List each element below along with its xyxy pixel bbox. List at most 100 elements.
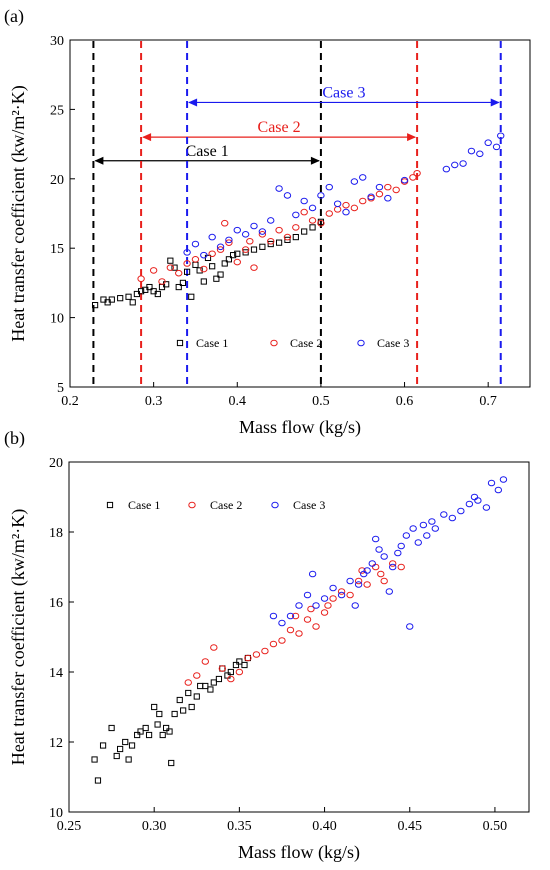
data-point-27 (202, 682, 209, 690)
data-point-37 (482, 504, 491, 511)
data-point-15 (250, 264, 258, 271)
data-point-35 (236, 658, 243, 665)
data-point-34 (409, 174, 417, 181)
y-tick-label: 5 (57, 381, 64, 396)
data-point-35 (413, 169, 421, 177)
data-point-3 (208, 233, 216, 241)
data-point-0 (269, 612, 278, 620)
data-point-22 (308, 217, 317, 224)
data-point-8 (250, 222, 258, 230)
data-point-16 (171, 264, 178, 271)
x-tick-label: 0.4 (229, 394, 247, 409)
data-point-30 (397, 563, 405, 571)
data-point-25 (409, 525, 417, 532)
range-case-1: Case 1 (92, 41, 322, 387)
data-point-10 (269, 640, 278, 648)
data-point-39 (494, 486, 503, 494)
data-point-24 (406, 623, 414, 630)
data-point-22 (346, 591, 354, 599)
data-point-37 (244, 654, 251, 662)
data-point-31 (440, 511, 448, 518)
range-case-2: Case 2 (140, 41, 419, 387)
data-point-17 (325, 183, 333, 191)
data-point-10 (137, 728, 144, 735)
data-point-11 (225, 239, 233, 246)
legend: Case 1 Case 2 Case 3 (176, 336, 409, 350)
data-point-18 (333, 200, 342, 208)
data-point-32 (224, 672, 231, 679)
data-point-23 (317, 219, 325, 227)
data-point-33 (227, 668, 234, 676)
data-point-9 (216, 246, 225, 253)
legend: Case 1 Case 2 Case 3 (106, 498, 325, 512)
data-point-13 (292, 211, 300, 219)
data-point-8 (329, 584, 337, 592)
data-point-12 (233, 258, 241, 266)
data-point-9 (337, 591, 346, 599)
data-point-31 (384, 183, 392, 191)
data-point-9 (258, 228, 267, 235)
data-point-21 (337, 588, 346, 595)
y-tick-label: 14 (49, 666, 63, 681)
data-point-18 (166, 728, 173, 735)
legend-marker (270, 339, 278, 347)
data-point-29 (225, 256, 233, 263)
data-point-12 (283, 192, 292, 199)
y-tick-label: 10 (49, 806, 63, 821)
data-point-5 (125, 293, 132, 300)
x-tick-label: 0.50 (483, 819, 508, 834)
y-tick-label: 30 (50, 34, 64, 49)
x-tick-label: 0.7 (479, 394, 497, 409)
data-point-29 (367, 194, 375, 202)
x-tick-label: 0.30 (142, 819, 167, 834)
data-point-14 (154, 721, 161, 728)
data-point-29 (389, 560, 397, 567)
y-tick-label: 20 (49, 456, 63, 471)
y-tick-label: 16 (49, 596, 63, 611)
data-point-18 (320, 609, 329, 616)
data-point-8 (252, 651, 261, 658)
data-point-36 (241, 661, 248, 669)
data-point-34 (465, 500, 474, 508)
data-point-2 (99, 742, 107, 749)
data-point-15 (308, 204, 317, 212)
data-point-6 (191, 256, 200, 263)
legend-item-3: Case 3 (357, 336, 409, 350)
data-point-2 (158, 278, 166, 285)
data-point-30 (215, 675, 223, 683)
data-point-5 (183, 260, 191, 267)
data-point-11 (142, 724, 149, 732)
x-tick-label: 0.25 (57, 819, 82, 834)
data-point-28 (380, 577, 388, 585)
data-point-0 (183, 249, 191, 256)
legend-marker (176, 339, 184, 347)
data-point-5 (308, 570, 317, 578)
data-point-4 (303, 591, 312, 599)
data-point-4 (117, 295, 124, 302)
data-point-36 (275, 239, 283, 246)
legend-marker (271, 501, 279, 509)
data-point-17 (375, 546, 383, 553)
range-arrow-head-left (94, 156, 104, 165)
legend-marker (188, 501, 196, 509)
panel-label: (b) (4, 428, 25, 449)
y-tick-label: 10 (50, 312, 64, 327)
data-point-33 (497, 132, 505, 140)
chart-panel-a: (a) 0.2 0.3 0.4 0.5 0.6 0.7 5 10 15 20 25 30 Mass flo… (4, 6, 531, 438)
data-point-33 (250, 246, 258, 253)
data-point-32 (392, 186, 400, 194)
data-point-36 (474, 497, 482, 504)
x-tick-label: 0.3 (145, 394, 163, 409)
legend-item-1: Case 1 (176, 336, 228, 350)
data-point-16 (371, 535, 380, 543)
plot-frame (69, 39, 531, 388)
series-case-1 (91, 654, 251, 784)
y-tick-label: 18 (49, 526, 63, 541)
data-point-15 (303, 616, 312, 623)
data-point-9 (134, 731, 141, 739)
data-point-23 (354, 577, 363, 585)
data-point-27 (419, 521, 428, 529)
data-point-16 (307, 605, 315, 613)
data-point-24 (325, 210, 333, 217)
legend-label: Case 1 (128, 498, 160, 512)
